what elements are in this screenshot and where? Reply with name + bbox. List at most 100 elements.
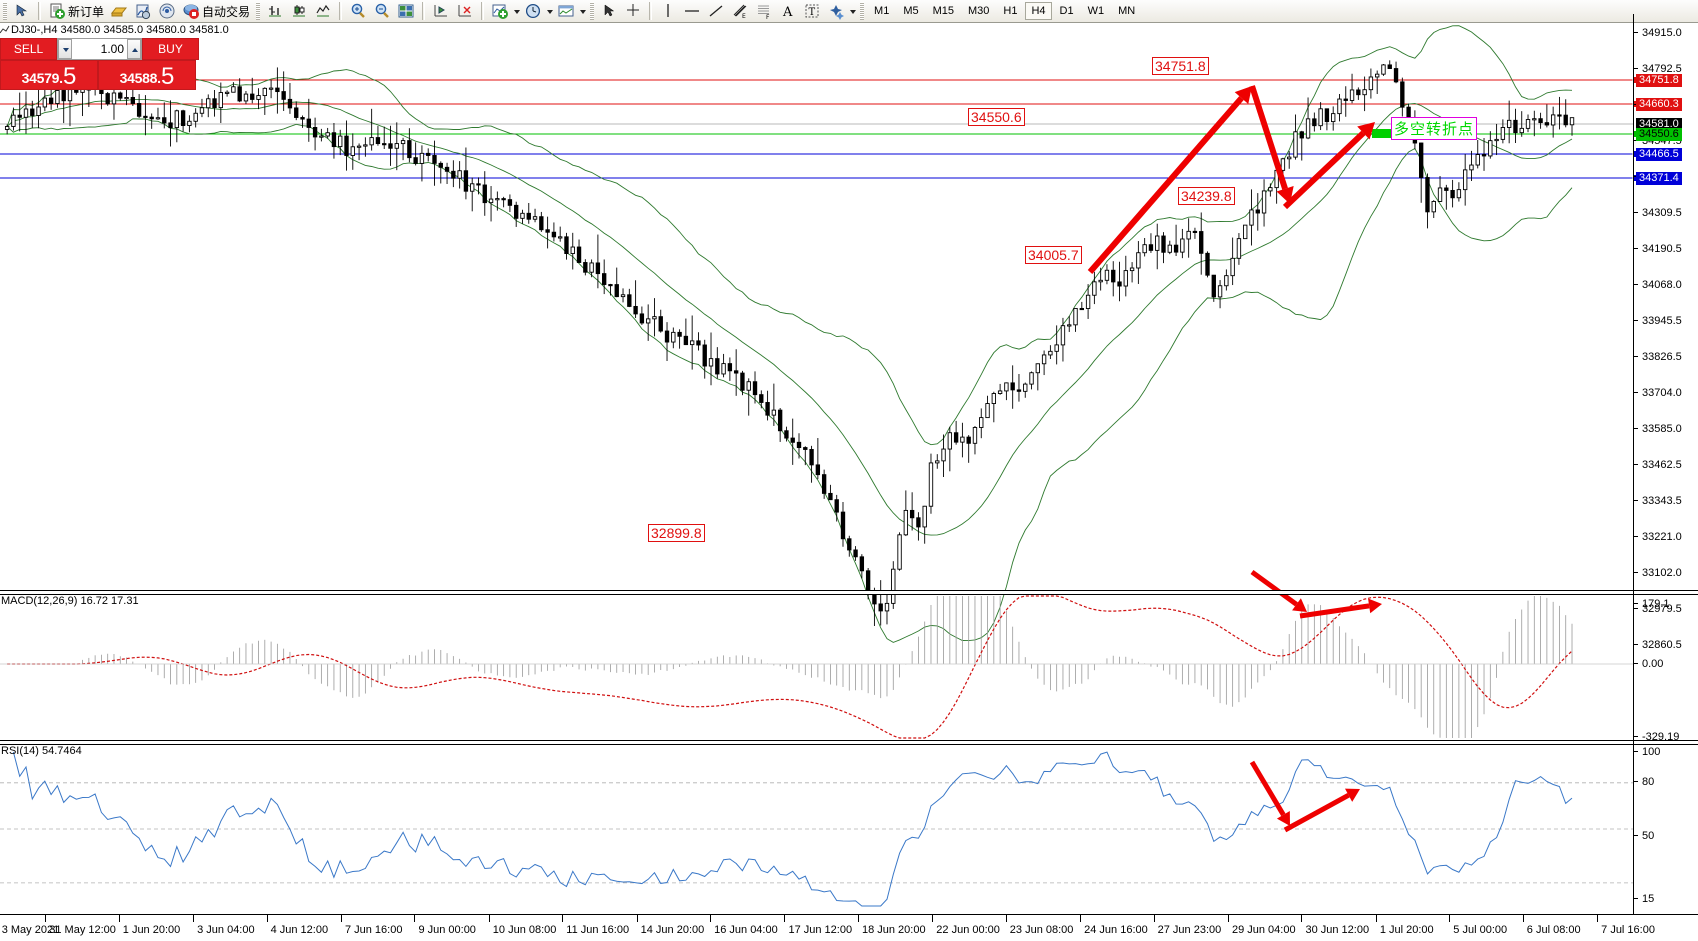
price-level-label[interactable]: 34371.4 bbox=[1636, 172, 1682, 185]
sell-price[interactable]: 34579 . 5 bbox=[0, 60, 98, 90]
candle-body bbox=[1475, 154, 1480, 166]
templates-button[interactable] bbox=[555, 1, 577, 21]
timeframe-m1[interactable]: M1 bbox=[874, 5, 890, 17]
candle-body bbox=[539, 216, 544, 231]
pane-divider-macd[interactable] bbox=[0, 590, 1698, 595]
toolbar-grip-4[interactable] bbox=[860, 2, 865, 20]
price-level-label[interactable]: 34751.8 bbox=[1636, 74, 1682, 87]
timeframe-h4[interactable]: H4 bbox=[1025, 2, 1052, 20]
autotrading-button[interactable]: 自动交易 bbox=[180, 1, 252, 21]
toolbar-grip[interactable] bbox=[3, 2, 7, 20]
buy-button[interactable]: BUY bbox=[142, 38, 199, 60]
period-dropdown-icon[interactable] bbox=[545, 2, 554, 20]
period-button[interactable] bbox=[522, 1, 544, 21]
volume-stepper[interactable]: 1.00 bbox=[57, 38, 142, 60]
candle-body bbox=[909, 509, 915, 519]
auto-scroll-button[interactable] bbox=[454, 1, 476, 21]
volume-value[interactable]: 1.00 bbox=[100, 42, 124, 56]
crosshair-tool-button[interactable] bbox=[622, 1, 644, 21]
new-order-button[interactable]: 新订单 bbox=[46, 1, 106, 21]
timeframe-m30[interactable]: M30 bbox=[968, 5, 990, 17]
uptrend-arrow-1[interactable] bbox=[1087, 96, 1244, 274]
rsi-up-arrow[interactable] bbox=[1283, 793, 1350, 833]
volume-decrease-icon[interactable] bbox=[58, 39, 72, 59]
uptrend-arrow-2[interactable] bbox=[1282, 130, 1366, 210]
one-click-trading-panel[interactable]: SELL 1.00 BUY 34579 . 5 34588 . 5 bbox=[0, 38, 199, 90]
svg-text:T: T bbox=[809, 7, 816, 18]
macd-flat-arrow[interactable] bbox=[1299, 603, 1370, 619]
indicator-tick: 179.1 bbox=[1634, 598, 1698, 610]
rsi-down-arrow-head[interactable] bbox=[1276, 810, 1290, 826]
price-level-label[interactable]: 34660.3 bbox=[1636, 98, 1682, 111]
rsi-up-arrow-head[interactable] bbox=[1344, 788, 1360, 802]
line-chart-button[interactable] bbox=[312, 1, 334, 21]
equidistant-channel-button[interactable]: E bbox=[729, 1, 751, 21]
price-level-label[interactable]: 34466.5 bbox=[1636, 148, 1682, 161]
rsi-down-arrow[interactable] bbox=[1249, 760, 1286, 817]
candle-body bbox=[765, 402, 770, 416]
tile-windows-button[interactable] bbox=[395, 1, 417, 21]
timeframe-m15[interactable]: M15 bbox=[932, 5, 954, 17]
candlestick-chart-button[interactable] bbox=[288, 1, 310, 21]
timeframe-h1[interactable]: H1 bbox=[1003, 5, 1018, 17]
cursor-tool-button[interactable] bbox=[598, 1, 620, 21]
templates-dropdown-icon[interactable] bbox=[578, 2, 587, 20]
timeframe-d1[interactable]: D1 bbox=[1059, 5, 1074, 17]
timeframe-w1[interactable]: W1 bbox=[1087, 5, 1105, 17]
buy-price[interactable]: 34588 . 5 bbox=[98, 60, 196, 90]
zoom-in-button[interactable] bbox=[347, 1, 369, 21]
volume-increase-icon[interactable] bbox=[127, 39, 141, 59]
downtrend-arrow[interactable] bbox=[1249, 85, 1288, 190]
chart-price-label[interactable]: 34550.6 bbox=[968, 108, 1025, 126]
text-button[interactable]: A bbox=[777, 1, 799, 21]
text-label-button[interactable]: T bbox=[801, 1, 823, 21]
time-axis[interactable]: 3 May 2021 31 May 12:00 1 Jun 20:00 3 Jun 0… bbox=[0, 914, 1698, 941]
candle-body bbox=[501, 198, 506, 201]
shift-end-button[interactable] bbox=[430, 1, 452, 21]
candle-body bbox=[1437, 187, 1443, 202]
price-level-label[interactable]: 34581.0 bbox=[1636, 118, 1682, 131]
objects-button[interactable] bbox=[825, 1, 847, 21]
price-level-label[interactable]: 34550.6 bbox=[1636, 128, 1682, 141]
trendline-button[interactable] bbox=[705, 1, 727, 21]
data-window-button[interactable] bbox=[108, 1, 130, 21]
uptrend-arrow-2-head[interactable] bbox=[1357, 122, 1375, 140]
indicator-tick: 100 bbox=[1634, 746, 1698, 758]
fibonacci-button[interactable]: F bbox=[753, 1, 775, 21]
cursor-tool-small-icon[interactable] bbox=[11, 1, 33, 21]
objects-dropdown-icon[interactable] bbox=[848, 2, 857, 20]
timeframe-mn[interactable]: MN bbox=[1118, 5, 1136, 17]
candle-body bbox=[1255, 209, 1260, 214]
price-tick: 33221.0 bbox=[1634, 531, 1698, 543]
toolbar-grip-2[interactable] bbox=[256, 2, 261, 20]
pane-divider-rsi[interactable] bbox=[0, 740, 1698, 745]
macd-down-arrow[interactable] bbox=[1250, 569, 1298, 607]
macd-flat-arrow-head[interactable] bbox=[1368, 598, 1382, 614]
chart-price-label[interactable]: 32899.8 bbox=[648, 524, 705, 542]
candle-body bbox=[834, 499, 839, 513]
macd-down-arrow-head[interactable] bbox=[1292, 598, 1307, 612]
market-watch-button[interactable] bbox=[132, 1, 154, 21]
chart-canvas[interactable] bbox=[0, 14, 1641, 914]
sell-button[interactable]: SELL bbox=[0, 38, 57, 60]
turning-point-note[interactable]: 多空转折点 bbox=[1391, 117, 1478, 140]
chart-price-label[interactable]: 34239.8 bbox=[1178, 187, 1235, 205]
uptrend-arrow-1-head[interactable] bbox=[1234, 86, 1252, 104]
bar-chart-button[interactable] bbox=[264, 1, 286, 21]
indicators-dropdown-icon[interactable] bbox=[512, 2, 521, 20]
chart-price-label[interactable]: 34005.7 bbox=[1025, 246, 1082, 264]
candle-body bbox=[721, 363, 726, 375]
timeframe-m5[interactable]: M5 bbox=[903, 5, 919, 17]
candle-body bbox=[803, 447, 808, 450]
toolbar-grip-3[interactable] bbox=[590, 2, 595, 20]
vertical-line-button[interactable] bbox=[657, 1, 679, 21]
zoom-out-button[interactable] bbox=[371, 1, 393, 21]
navigator-button[interactable] bbox=[156, 1, 178, 21]
chart-price-label[interactable]: 34751.8 bbox=[1152, 57, 1209, 75]
horizontal-line-icon bbox=[683, 2, 701, 20]
candle-body bbox=[1506, 119, 1512, 128]
indicators-button[interactable] bbox=[489, 1, 511, 21]
price-scale[interactable]: 34915.034792.534670.034547.534432.034309… bbox=[1633, 14, 1698, 914]
horizontal-line-button[interactable] bbox=[681, 1, 703, 21]
price-tick: 33585.0 bbox=[1634, 423, 1698, 435]
